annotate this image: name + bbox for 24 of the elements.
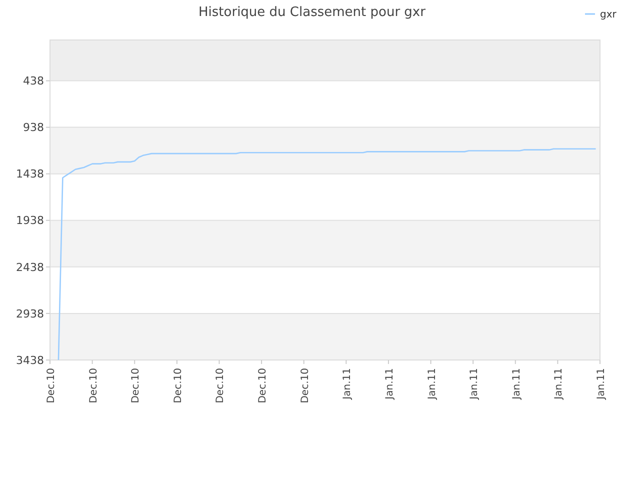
- y-tick-label: 3438: [16, 354, 44, 367]
- x-tick-label: Jan.11: [384, 368, 396, 400]
- x-tick-label: Jan.11: [554, 368, 565, 400]
- x-tick-label: Dec.10: [88, 368, 100, 404]
- y-tick-label: 2438: [16, 260, 44, 274]
- x-tick-label: Jan.11: [596, 368, 607, 400]
- x-tick-label: Jan.11: [342, 368, 354, 400]
- x-tick-label: Dec.10: [130, 368, 142, 404]
- x-tick-label: Dec.10: [215, 368, 226, 404]
- y-tick-label: 1938: [16, 214, 44, 228]
- chart-title: Historique du Classement pour gxr: [198, 5, 426, 20]
- x-tick-label: Dec.10: [172, 368, 184, 404]
- y-tick-label: 2938: [16, 307, 44, 320]
- x-tick-label: Jan.11: [511, 368, 522, 400]
- x-tick-label: Dec.10: [300, 368, 311, 404]
- x-tick-label: Jan.11: [469, 368, 480, 400]
- legend-label: gxr: [600, 10, 618, 20]
- y-tick-label: 438: [23, 74, 44, 88]
- x-tick-label: Dec.10: [46, 368, 57, 404]
- x-tick-label: Jan.11: [426, 368, 438, 400]
- x-tick-label: Dec.10: [258, 368, 269, 404]
- y-tick-label: 938: [23, 121, 44, 134]
- y-tick-label: 1438: [16, 168, 44, 181]
- line-series: [58, 148, 596, 361]
